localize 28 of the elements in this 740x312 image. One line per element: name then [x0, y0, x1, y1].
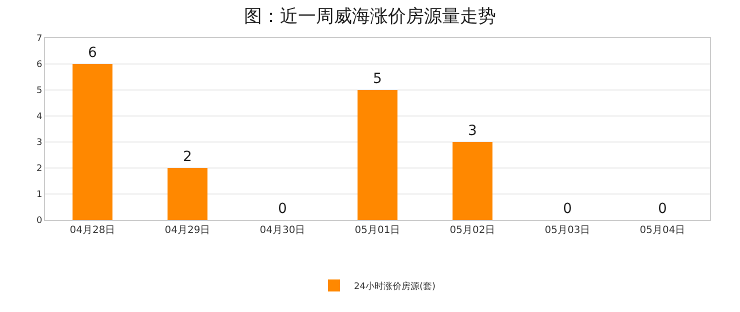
bar	[72, 64, 112, 220]
data-label: 0	[278, 201, 287, 217]
data-label: 0	[658, 201, 667, 217]
legend-label: 24小时涨价房源(套)	[354, 280, 436, 292]
x-tick-label: 04月30日	[260, 225, 306, 236]
data-label: 2	[183, 149, 192, 165]
data-label: 5	[373, 71, 382, 87]
y-tick-label: 5	[36, 86, 42, 96]
chart-title: 图：近一周威海涨价房源量走势	[244, 6, 496, 27]
y-tick-label: 6	[36, 60, 42, 70]
y-tick-label: 7	[36, 34, 42, 44]
y-tick-label: 3	[36, 138, 42, 148]
x-tick-label: 05月02日	[450, 225, 496, 236]
y-tick-label: 2	[36, 164, 42, 174]
bar	[358, 90, 398, 220]
x-tick-label: 04月28日	[70, 225, 116, 236]
x-tick-label: 05月03日	[544, 225, 590, 236]
bar	[452, 142, 492, 220]
y-tick-label: 4	[36, 112, 42, 122]
y-tick-label: 0	[36, 216, 42, 226]
y-tick-label: 1	[36, 190, 42, 200]
x-tick-label: 05月01日	[354, 225, 400, 236]
bar	[168, 168, 208, 220]
data-label: 0	[563, 201, 572, 217]
x-tick-label: 05月04日	[640, 225, 686, 236]
data-label: 3	[468, 123, 477, 139]
x-tick-label: 04月29日	[164, 225, 210, 236]
data-label: 6	[88, 45, 97, 61]
